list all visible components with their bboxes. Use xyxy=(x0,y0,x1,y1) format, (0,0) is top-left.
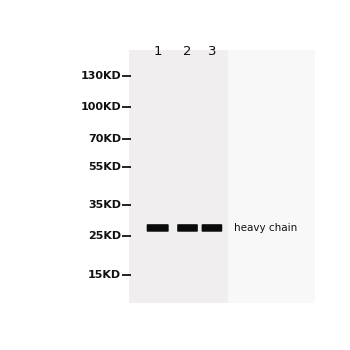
Text: 70KD: 70KD xyxy=(88,134,121,144)
Text: 2: 2 xyxy=(183,45,192,58)
Text: 130KD: 130KD xyxy=(80,71,121,81)
Bar xyxy=(228,50,315,303)
FancyBboxPatch shape xyxy=(147,224,169,232)
Text: 55KD: 55KD xyxy=(88,162,121,172)
Text: 3: 3 xyxy=(208,45,216,58)
Text: 1: 1 xyxy=(153,45,162,58)
Text: 100KD: 100KD xyxy=(80,102,121,112)
Text: 35KD: 35KD xyxy=(88,200,121,210)
FancyBboxPatch shape xyxy=(177,224,198,232)
Text: heavy chain: heavy chain xyxy=(234,223,297,233)
FancyBboxPatch shape xyxy=(202,224,222,232)
Text: 25KD: 25KD xyxy=(88,231,121,241)
Bar xyxy=(129,50,228,303)
Text: 15KD: 15KD xyxy=(88,270,121,280)
